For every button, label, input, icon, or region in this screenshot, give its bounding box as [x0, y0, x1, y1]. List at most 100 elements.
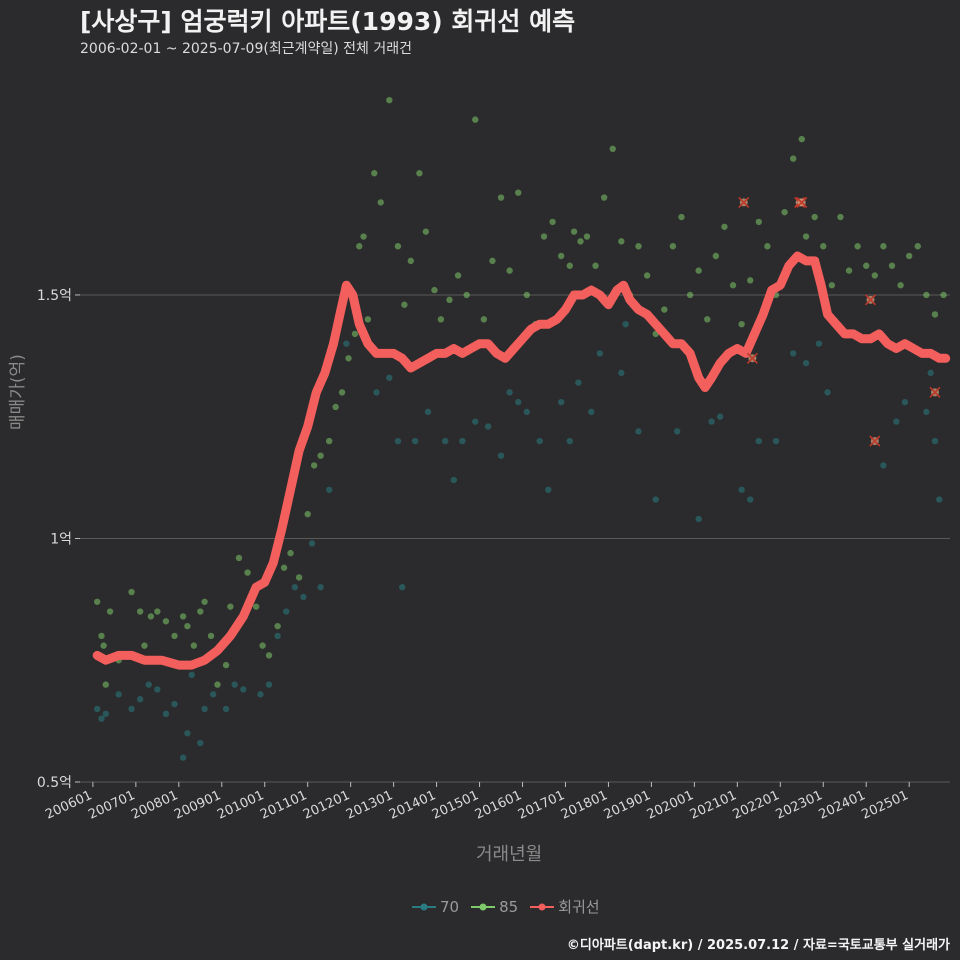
legend-item-regression: 회귀선: [530, 896, 600, 917]
data-point-85: [577, 238, 584, 245]
data-point-70: [497, 452, 505, 459]
data-point-70: [673, 428, 681, 435]
data-point-85: [871, 272, 879, 279]
data-point-85: [845, 267, 853, 274]
data-point-70: [184, 730, 191, 737]
data-point-70: [596, 350, 604, 357]
data-point-85: [721, 223, 728, 230]
data-point-85: [940, 291, 947, 299]
data-point-70: [171, 700, 178, 708]
x-tick-label: 201301: [344, 788, 395, 823]
x-tick-label: 201701: [516, 788, 567, 823]
data-point-85: [407, 257, 415, 265]
data-point-85: [729, 282, 737, 289]
data-point-85: [643, 272, 651, 279]
x-tick-label: 201401: [387, 788, 438, 823]
data-point-85: [600, 194, 608, 201]
data-point-85: [820, 243, 827, 250]
data-point-85: [802, 233, 810, 240]
data-point-70: [575, 379, 582, 386]
data-point-85: [570, 228, 578, 235]
data-point-85: [781, 208, 788, 216]
data-point-85: [304, 510, 311, 518]
data-point-70: [755, 437, 763, 445]
x-tick-label: 201101: [258, 788, 309, 823]
data-point-70: [936, 496, 943, 503]
data-point-85: [923, 291, 930, 299]
data-point-70: [93, 705, 101, 713]
data-point-85: [635, 243, 642, 250]
x-tick-label: 200601: [43, 788, 94, 823]
data-point-85: [287, 549, 294, 557]
data-point-70: [824, 389, 831, 396]
data-point-70: [557, 398, 565, 406]
data-point-70: [102, 710, 109, 718]
data-point-85: [446, 296, 453, 304]
data-point-85: [338, 389, 346, 396]
data-point-85: [265, 652, 273, 659]
legend: 70 85 회귀선: [412, 896, 608, 917]
y-tick-label: 1.5억: [37, 288, 72, 304]
data-point-70: [536, 437, 543, 445]
data-point-70: [459, 437, 466, 445]
data-point-85: [364, 316, 372, 323]
data-point-70: [772, 437, 780, 445]
data-point-85: [592, 262, 599, 269]
data-point-70: [394, 437, 402, 445]
data-point-85: [489, 257, 496, 265]
data-point-85: [416, 170, 423, 177]
data-point-70: [209, 691, 217, 698]
legend-item-85: 85: [471, 897, 518, 917]
x-tick-label: 201601: [473, 788, 524, 823]
data-point-85: [557, 252, 565, 260]
data-point-85: [345, 355, 352, 362]
data-point-70: [145, 681, 152, 688]
data-point-85: [422, 228, 430, 235]
x-tick-label: 202101: [688, 788, 739, 823]
data-point-85: [888, 262, 896, 269]
data-point-85: [523, 291, 531, 299]
data-point-85: [914, 243, 921, 250]
data-point-85: [244, 569, 251, 576]
data-point-70: [815, 340, 823, 347]
x-tick-label: 200801: [129, 788, 180, 823]
credit-text: ©디아파트(dapt.kr) / 2025.07.12 / 자료=국토교통부 실…: [566, 938, 950, 953]
x-tick-label: 202301: [774, 788, 825, 823]
data-point-70: [291, 583, 299, 591]
data-point-85: [394, 243, 402, 250]
data-point-85: [609, 145, 616, 153]
data-point-85: [147, 613, 155, 620]
data-point-70: [927, 369, 934, 377]
data-point-85: [695, 267, 702, 274]
data-point-85: [106, 608, 114, 615]
data-point-70: [424, 408, 432, 416]
x-tick-label: 201201: [301, 788, 352, 823]
data-point-85: [755, 218, 763, 226]
data-point-70: [789, 350, 797, 357]
x-tick-label: 201901: [602, 788, 653, 823]
data-point-85: [401, 301, 408, 308]
data-point-70: [201, 705, 208, 713]
data-point-85: [201, 598, 208, 605]
data-point-70: [901, 398, 909, 406]
data-point-85: [747, 277, 754, 284]
data-point-85: [325, 437, 333, 445]
regression-line: [92, 251, 951, 670]
data-point-70: [98, 715, 105, 722]
data-point-85: [515, 189, 522, 196]
data-point-70: [931, 437, 939, 445]
data-point-70: [588, 408, 595, 416]
data-point-70: [545, 486, 552, 493]
data-point-70: [450, 476, 457, 484]
legend-label-70: 70: [440, 897, 460, 916]
x-tick-label: 201801: [559, 788, 610, 823]
data-point-85: [618, 238, 625, 245]
data-point-85: [837, 213, 844, 221]
data-point-70: [923, 408, 930, 416]
data-point-85: [222, 661, 230, 669]
data-point-85: [377, 199, 384, 206]
data-point-70: [472, 418, 479, 425]
data-point-70: [399, 583, 406, 591]
data-point-85: [100, 642, 107, 649]
data-point-85: [310, 462, 318, 469]
